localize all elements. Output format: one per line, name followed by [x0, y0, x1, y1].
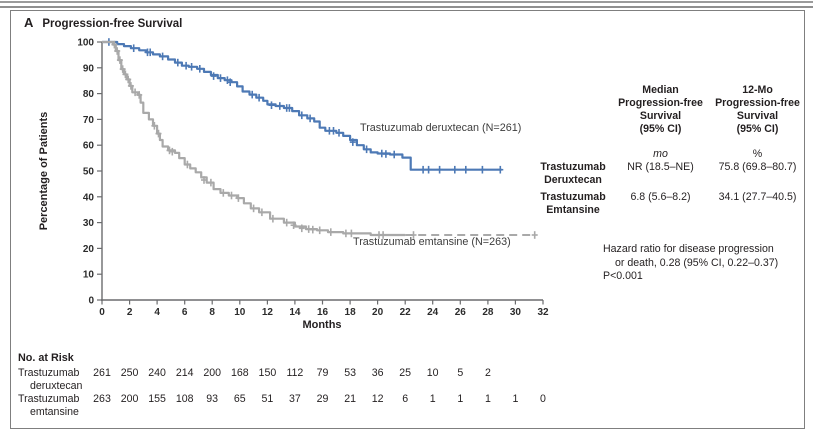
- y-tick-label: 90: [83, 63, 95, 74]
- risk-count: 112: [286, 367, 304, 379]
- risk-count: 168: [230, 367, 249, 379]
- risk-count: 53: [344, 367, 356, 379]
- stats-row-label-emtansine: Trastuzumab Emtansine: [540, 191, 606, 216]
- risk-count: 150: [258, 367, 277, 379]
- x-tick-label: 10: [234, 307, 246, 318]
- y-tick-label: 0: [88, 296, 94, 307]
- risk-count: 261: [93, 367, 111, 379]
- stats-unit-months: mo: [653, 148, 668, 160]
- y-tick-label: 70: [83, 115, 95, 126]
- x-tick-label: 4: [154, 307, 160, 318]
- risk-count: 155: [148, 393, 166, 405]
- x-tick-label: 2: [127, 307, 133, 318]
- risk-row-label-deruxtecan-line1: Trastuzumab: [18, 367, 80, 379]
- y-tick-label: 20: [83, 244, 95, 255]
- risk-count: 6: [402, 393, 409, 405]
- risk-count: 200: [203, 367, 222, 379]
- stats-value-deruxtecan-median: NR (18.5–NE): [627, 161, 694, 173]
- p-value: P<0.001: [603, 270, 643, 282]
- risk-count: 5: [457, 367, 464, 379]
- risk-count: 51: [261, 393, 274, 405]
- y-axis-title: Percentage of Patients: [38, 111, 50, 231]
- y-tick-label: 30: [83, 218, 95, 229]
- risk-count: 25: [399, 367, 412, 379]
- risk-count: 1: [429, 393, 436, 405]
- risk-count: 65: [233, 393, 246, 405]
- x-tick-label: 22: [400, 307, 412, 318]
- hazard-ratio-line2: or death, 0.28 (95% CI, 0.22–0.37): [615, 256, 779, 269]
- risk-count: 12: [371, 393, 384, 405]
- risk-count: 240: [148, 367, 166, 379]
- risk-count: 1: [512, 393, 519, 405]
- risk-count: 214: [175, 367, 194, 379]
- risk-count: 200: [120, 393, 139, 405]
- km-curve-0: [102, 40, 502, 171]
- panel-title-text: Progression-free Survival: [42, 18, 183, 30]
- risk-table-title: No. at Risk: [18, 352, 74, 364]
- panel-letter: A: [24, 15, 34, 30]
- risk-count: 21: [344, 393, 356, 405]
- x-tick-label: 14: [289, 307, 301, 318]
- hazard-ratio-annotation: Hazard ratio for disease progression or …: [603, 243, 813, 284]
- risk-count: 93: [206, 393, 219, 405]
- y-tick-label: 60: [83, 141, 95, 152]
- stats-col-header-median-pfs: Median Progression-free Survival (95% CI…: [618, 84, 703, 135]
- risk-count: 10: [426, 367, 439, 379]
- y-tick-label: 50: [83, 167, 95, 178]
- x-tick-label: 28: [482, 307, 494, 318]
- x-tick-label: 32: [537, 307, 549, 318]
- risk-count: 36: [371, 367, 384, 379]
- x-tick-label: 12: [262, 307, 274, 318]
- hazard-ratio-line1: Hazard ratio for disease progression: [603, 243, 774, 255]
- x-tick-label: 20: [372, 307, 384, 318]
- risk-count: 1: [484, 393, 491, 405]
- stats-value-emtansine-12mo: 34.1 (27.7–40.5): [718, 191, 797, 203]
- risk-count: 108: [175, 393, 194, 405]
- x-tick-label: 26: [455, 307, 467, 318]
- risk-count: 29: [316, 393, 329, 405]
- curve-label-emtansine: Trastuzumab emtansine (N=263): [353, 236, 511, 248]
- risk-count: 0: [540, 393, 546, 405]
- risk-count: 263: [93, 393, 111, 405]
- x-tick-label: 0: [99, 307, 105, 318]
- risk-count: 37: [288, 393, 301, 405]
- stats-col-header-12mo-pfs: 12-Mo Progression-free Survival (95% CI): [715, 84, 800, 135]
- risk-row-label-deruxtecan-line2: deruxtecan: [30, 380, 83, 392]
- risk-row-label-emtansine-line1: Trastuzumab: [18, 393, 80, 405]
- risk-count: 250: [120, 367, 139, 379]
- y-tick-label: 40: [83, 192, 95, 203]
- stats-value-emtansine-median: 6.8 (5.6–8.2): [630, 191, 691, 203]
- stats-value-deruxtecan-12mo: 75.8 (69.8–80.7): [718, 161, 797, 173]
- stats-unit-percent: %: [752, 148, 763, 160]
- risk-count: 79: [316, 367, 329, 379]
- x-tick-label: 24: [427, 307, 439, 318]
- risk-row-label-emtansine-line2: emtansine: [30, 406, 79, 418]
- risk-count: 2: [484, 367, 491, 379]
- x-tick-label: 16: [317, 307, 329, 318]
- top-divider-rule: [0, 1, 813, 8]
- panel-title: A Progression-free Survival: [24, 14, 182, 32]
- x-tick-label: 8: [209, 307, 215, 318]
- figure-border-box: [10, 10, 805, 429]
- risk-count: 1: [457, 393, 464, 405]
- y-tick-label: 80: [83, 89, 95, 100]
- stats-row-label-deruxtecan: Trastuzumab Deruxtecan: [540, 161, 606, 186]
- curve-label-deruxtecan: Trastuzumab deruxtecan (N=261): [360, 122, 522, 134]
- y-tick-label: 100: [77, 38, 94, 49]
- x-tick-label: 30: [510, 307, 522, 318]
- x-axis-title: Months: [302, 319, 342, 331]
- y-tick-label: 10: [83, 270, 95, 281]
- x-tick-label: 18: [345, 307, 357, 318]
- x-tick-label: 6: [182, 307, 188, 318]
